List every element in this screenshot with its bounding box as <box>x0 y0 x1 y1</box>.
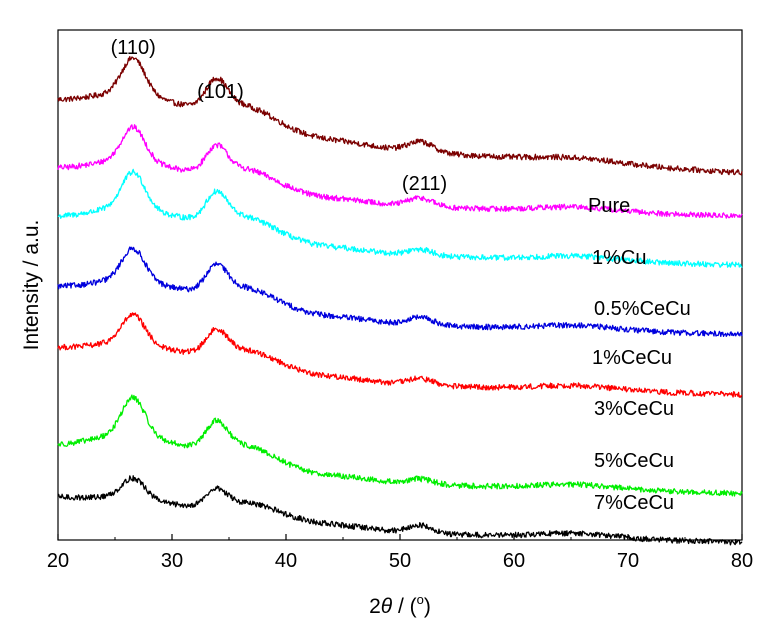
x-axis-title: 2θ / (o) <box>369 592 431 618</box>
x-tick-label: 80 <box>731 550 753 572</box>
x-tick-label: 50 <box>389 550 411 572</box>
series-label: 3%CeCu <box>594 398 674 420</box>
x-axis-title-close: ) <box>424 595 431 618</box>
x-tick-label: 60 <box>503 550 525 572</box>
x-axis-title-base: 2 <box>369 595 381 618</box>
series-line <box>57 55 743 176</box>
x-tick-label: 40 <box>275 550 297 572</box>
x-axis-title-sep: / ( <box>392 595 417 618</box>
x-tick-label: 30 <box>161 550 183 572</box>
series-labels: Pure 1%Cu 0.5%CeCu 1%CeCu 3%CeCu 5%CeCu 7%CeCu <box>588 195 691 514</box>
y-axis-title: Intensity / a.u. <box>20 220 43 351</box>
peak-label: (211) <box>402 173 447 195</box>
peak-label: (101) <box>197 81 244 103</box>
series-line <box>57 394 743 497</box>
series-label: 1%Cu <box>592 247 646 269</box>
series-line <box>57 168 743 268</box>
series-label: 5%CeCu <box>594 450 674 472</box>
peak-label: (110) <box>111 37 156 59</box>
peak-labels: (110) (101) (211) <box>111 37 447 195</box>
x-tick-label: 70 <box>617 550 639 572</box>
x-axis-ticks: 20 30 40 50 60 70 80 <box>47 534 753 572</box>
series-label: 0.5%CeCu <box>594 298 691 320</box>
series-label: 1%CeCu <box>592 347 672 369</box>
series-label: 7%CeCu <box>594 492 674 514</box>
x-tick-label: 20 <box>47 550 69 572</box>
series-line <box>57 124 743 219</box>
series-group <box>57 55 743 546</box>
series-line <box>57 246 743 338</box>
series-label: Pure <box>588 195 630 217</box>
x-axis-title-degree: o <box>417 592 424 607</box>
series-line <box>57 312 742 398</box>
x-axis-title-theta: θ <box>381 595 393 618</box>
